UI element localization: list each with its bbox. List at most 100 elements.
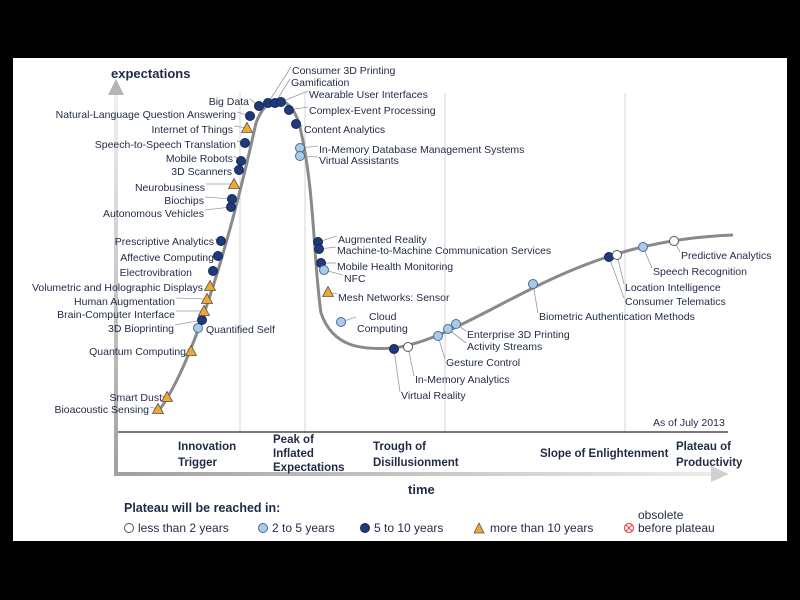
label-human-augmentation: Human Augmentation (74, 296, 175, 308)
label-neurobusiness: Neurobusiness (135, 182, 205, 194)
label-activity-streams: Activity Streams (467, 341, 542, 353)
marker-enterprise-3d-printing (451, 319, 461, 329)
marker-mesh-networks-sensor (321, 285, 335, 297)
marker-smart-dust (160, 390, 174, 402)
legend-label-gt10: more than 10 years (490, 521, 593, 535)
hype-curve (156, 99, 734, 413)
marker-biochips (227, 194, 237, 204)
label-bioacoustic-sensing: Bioacoustic Sensing (54, 404, 149, 416)
marker-mobile-robots (236, 156, 246, 166)
axes (108, 79, 729, 482)
label-volumetric-and-holographic-displays: Volumetric and Holographic Displays (32, 282, 203, 294)
legend-label-obsolete: obsolete before plateau (638, 508, 715, 535)
phase-slope: Slope of Enlightenment (540, 448, 669, 460)
phase-peak: Peak of Inflated Expectations (273, 434, 345, 474)
phase-labels: Innovation Trigger Peak of Inflated Expecta… (178, 434, 743, 474)
marker-location-intelligence (612, 250, 622, 260)
as-of-date: As of July 2013 (653, 417, 725, 429)
label-gamification: Gamification (291, 77, 350, 89)
leader-line (608, 256, 625, 299)
label-electrovibration: Electrovibration (120, 267, 193, 279)
marker-3d-scanners (234, 165, 244, 175)
label-location-intelligence: Location Intelligence (625, 282, 721, 294)
marker-quantified-self (193, 323, 203, 333)
label-natural-language-question-answering: Natural-Language Question Answering (56, 109, 237, 121)
leader-line (393, 348, 401, 393)
x-axis-label: time (408, 482, 435, 497)
marker-neurobusiness (227, 177, 241, 189)
marker-speech-recognition (638, 242, 648, 252)
marker-big-data (254, 101, 264, 111)
marker-in-memory-analytics (403, 342, 413, 352)
marker-machine-to-machine-communication-services (314, 244, 324, 254)
label-content-analytics: Content Analytics (304, 124, 385, 136)
label-predictive-analytics: Predictive Analytics (681, 250, 771, 262)
label-gesture-control: Gesture Control (446, 357, 520, 369)
marker-affective-computing (213, 251, 223, 261)
phase-trough: Trough of Disillusionment (373, 441, 459, 469)
marker-nfc (319, 265, 329, 275)
marker-gesture-control (433, 331, 443, 341)
leader-line (267, 66, 292, 104)
label-3d-scanners: 3D Scanners (171, 166, 232, 178)
label-cloud-computing: Cloud Computing (357, 311, 408, 335)
label-speech-to-speech-translation: Speech-to-Speech Translation (95, 139, 236, 151)
hype-cycle-panel: expectations time As of July 2013 Innova… (13, 58, 787, 541)
phase-innovation-trigger: Innovation Trigger (178, 441, 236, 469)
label-nfc: NFC (344, 273, 366, 285)
label-mobile-health-monitoring: Mobile Health Monitoring (337, 261, 453, 273)
marker-3d-bioprinting (197, 315, 207, 325)
marker-wearable-user-interfaces (276, 97, 286, 107)
label-machine-to-machine-communication-services: Machine-to-Machine Communication Service… (337, 245, 551, 257)
label-autonomous-vehicles: Autonomous Vehicles (103, 208, 204, 220)
label-enterprise-3d-printing: Enterprise 3D Printing (467, 329, 570, 341)
legend-marker-2to5 (258, 523, 268, 533)
label-quantified-self: Quantified Self (206, 324, 275, 336)
label-biometric-authentication-methods: Biometric Authentication Methods (539, 311, 695, 323)
marker-cloud-computing (336, 317, 346, 327)
label-big-data: Big Data (209, 96, 249, 108)
legend-marker-obsolete (623, 522, 635, 534)
label-consumer-telematics: Consumer Telematics (625, 296, 726, 308)
phase-plateau: Plateau of Productivity (676, 441, 743, 469)
label-brain-computer-interface: Brain-Computer Interface (57, 309, 175, 321)
x-axis-arrow (711, 466, 729, 482)
marker-complex-event-processing (284, 105, 294, 115)
hype-cycle-chart: expectations time As of July 2013 Innova… (32, 65, 771, 535)
label-consumer-3d-printing: Consumer 3D Printing (292, 65, 395, 77)
legend-label-5to10: 5 to 10 years (374, 521, 443, 535)
marker-quantum-computing (184, 344, 198, 356)
label-affective-computing: Affective Computing (120, 252, 214, 264)
label-in-memory-analytics: In-Memory Analytics (415, 374, 510, 386)
marker-brain-computer-interface (197, 304, 211, 316)
marker-predictive-analytics (669, 236, 679, 246)
marker-bioacoustic-sensing (151, 402, 165, 414)
label-wearable-user-interfaces: Wearable User Interfaces (309, 89, 428, 101)
y-axis-arrow (108, 79, 124, 95)
marker-human-augmentation (200, 292, 214, 304)
marker-activity-streams (443, 324, 453, 334)
y-axis-label: expectations (111, 66, 190, 81)
y-axis (114, 93, 118, 476)
label-quantum-computing: Quantum Computing (89, 346, 186, 358)
legend-label-2to5: 2 to 5 years (272, 521, 335, 535)
marker-electrovibration (208, 266, 218, 276)
marker-speech-to-speech-translation (240, 138, 250, 148)
marker-prescriptive-analytics (216, 236, 226, 246)
label-internet-of-things: Internet of Things (151, 124, 233, 136)
legend-title: Plateau will be reached in: (124, 501, 280, 515)
legend-marker-5to10 (360, 523, 370, 533)
legend-marker-lt2 (124, 523, 134, 533)
marker-internet-of-things (240, 121, 254, 133)
label-mobile-robots: Mobile Robots (166, 153, 233, 165)
label-speech-recognition: Speech Recognition (653, 266, 747, 278)
legend: Plateau will be reached in: less than 2 … (124, 501, 715, 535)
leader-line (175, 297, 208, 300)
marker-biometric-authentication-methods (528, 279, 538, 289)
label-smart-dust: Smart Dust (109, 392, 162, 404)
label-complex-event-processing: Complex-Event Processing (309, 105, 436, 117)
label-mesh-networks-sensor: Mesh Networks: Sensor (338, 292, 450, 304)
label-3d-bioprinting: 3D Bioprinting (108, 323, 174, 335)
marker-virtual-reality (389, 344, 399, 354)
